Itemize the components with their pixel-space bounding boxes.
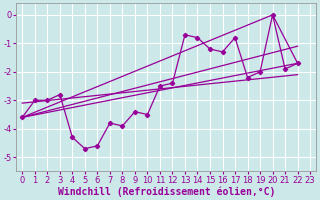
X-axis label: Windchill (Refroidissement éolien,°C): Windchill (Refroidissement éolien,°C) [58, 186, 275, 197]
